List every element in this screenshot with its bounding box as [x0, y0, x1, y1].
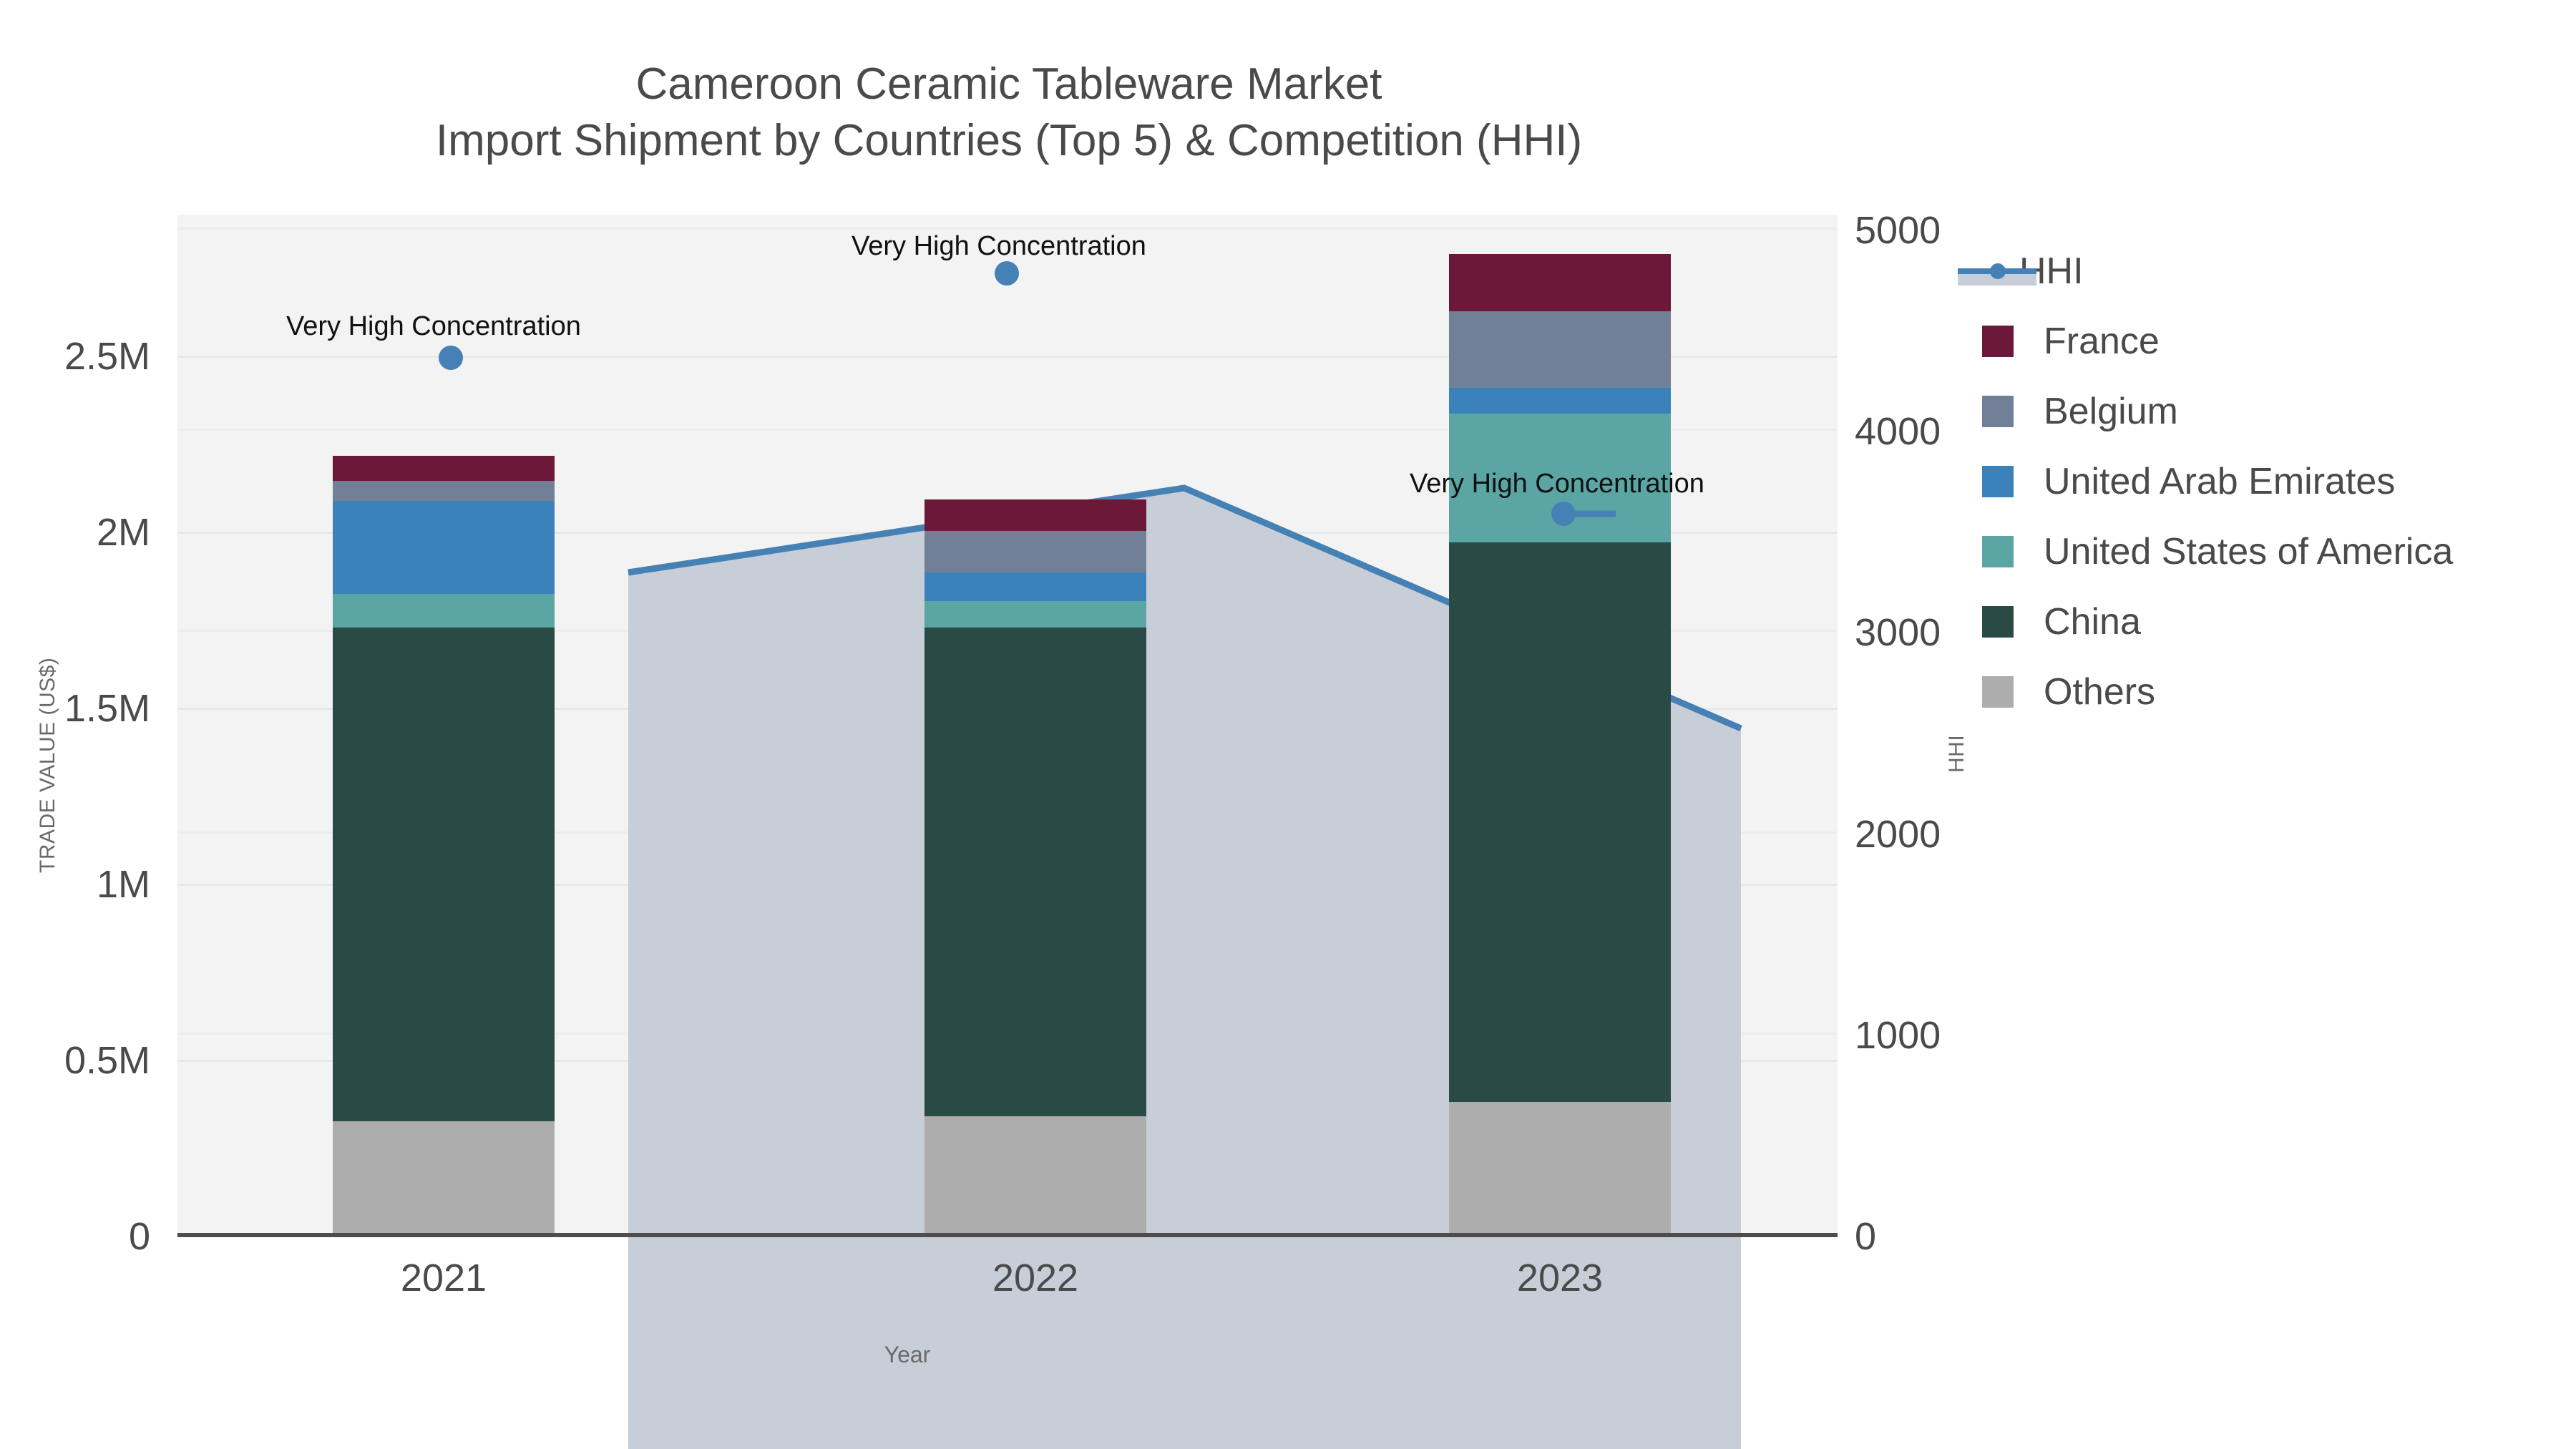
annotation-2023: Very High Concentration: [1410, 469, 1704, 499]
y-axis-left-tick-2M: 2M: [96, 511, 150, 554]
annotation-2021: Very High Concentration: [286, 311, 581, 341]
legend-item-united-arab-emirates[interactable]: United Arab Emirates: [1982, 447, 2569, 517]
y-axis-right-tick-2000: 2000: [1855, 813, 1941, 856]
bar-segment-france[interactable]: [333, 456, 555, 481]
swatch-icon-belgium: [1982, 396, 2014, 427]
y-axis-left-tick-0: 0: [128, 1215, 150, 1258]
y-axis-right-tick-0: 0: [1855, 1215, 1877, 1258]
legend-item-hhi[interactable]: HHI: [1958, 236, 2569, 306]
legend: HHI France Belgium United Arab Emirates …: [1958, 236, 2569, 727]
bar-group-2023[interactable]: [1449, 215, 1671, 1234]
chart-title-line-1: Cameroon Ceramic Tableware Market: [635, 59, 1382, 109]
legend-label-belgium: Belgium: [2044, 391, 2178, 432]
swatch-icon-united-states-of-america: [1982, 536, 2014, 567]
legend-item-others[interactable]: Others: [1982, 657, 2569, 727]
bar-segment-china[interactable]: [1449, 542, 1671, 1102]
bar-segment-uae[interactable]: [333, 501, 555, 594]
bar-group-2021[interactable]: [333, 215, 555, 1234]
bar-segment-usa[interactable]: [333, 594, 555, 628]
legend-item-france[interactable]: France: [1982, 306, 2569, 376]
x-axis-tick-2022: 2022: [992, 1257, 1079, 1299]
x-axis-tick-2021: 2021: [400, 1257, 487, 1299]
x-axis-tick-2023: 2023: [1516, 1257, 1604, 1299]
bar-segment-belgium[interactable]: [333, 481, 555, 501]
legend-label-united-states-of-america: United States of America: [2044, 531, 2454, 572]
bar-segment-others[interactable]: [333, 1121, 555, 1234]
hhi-markers: [439, 261, 1616, 526]
plot-area: [177, 215, 1838, 1449]
y-axis-left-tick-2.5M: 2.5M: [64, 335, 150, 378]
legend-label-china: China: [2044, 601, 2141, 643]
bar-segment-belgium[interactable]: [924, 531, 1146, 572]
gridline-secondary: [177, 228, 1838, 230]
legend-label-france: France: [2044, 321, 2160, 362]
gridline-secondary: [177, 429, 1838, 431]
bar-segment-france[interactable]: [1449, 254, 1671, 311]
y-axis-right-tick-5000: 5000: [1855, 209, 1941, 252]
hhi-point-2023[interactable]: [1551, 502, 1576, 526]
hhi-point-2022[interactable]: [995, 261, 1019, 286]
bar-group-2022[interactable]: [924, 215, 1146, 1234]
bar-segment-uae[interactable]: [924, 572, 1146, 601]
y-axis-left-title: TRADE VALUE (US$): [36, 657, 59, 873]
x-axis-line: [177, 1233, 1838, 1237]
bar-segment-uae[interactable]: [1449, 388, 1671, 414]
legend-item-united-states-of-america[interactable]: United States of America: [1982, 517, 2569, 587]
x-axis-title: Year: [884, 1342, 931, 1367]
legend-label-united-arab-emirates: United Arab Emirates: [2044, 461, 2396, 502]
bar-segment-france[interactable]: [924, 499, 1146, 531]
annotation-2022: Very High Concentration: [852, 231, 1146, 261]
y-axis-left-tick-0.5M: 0.5M: [64, 1039, 150, 1082]
chart-title-line-2: Import Shipment by Countries (Top 5) & C…: [435, 116, 1583, 166]
bar-segment-usa[interactable]: [924, 601, 1146, 628]
swatch-icon-france: [1982, 326, 2014, 357]
y-axis-right-title: HHI: [1945, 734, 1968, 773]
y-axis-right-tick-3000: 3000: [1855, 611, 1941, 654]
swatch-icon-china: [1982, 606, 2014, 638]
y-axis-left-tick-1.5M: 1.5M: [64, 687, 150, 730]
legend-item-belgium[interactable]: Belgium: [1982, 376, 2569, 447]
y-axis-left-tick-1M: 1M: [96, 863, 150, 906]
hhi-line-icon: [1958, 255, 2036, 287]
y-axis-right-tick-1000: 1000: [1855, 1014, 1941, 1057]
bar-segment-china[interactable]: [924, 628, 1146, 1116]
chart-title: Cameroon Ceramic Tableware Market Import…: [0, 56, 2018, 170]
legend-item-china[interactable]: China: [1982, 587, 2569, 657]
swatch-icon-united-arab-emirates: [1982, 466, 2014, 497]
hhi-point-2021[interactable]: [439, 346, 463, 370]
y-axis-right-tick-4000: 4000: [1855, 410, 1941, 453]
bar-segment-others[interactable]: [1449, 1102, 1671, 1234]
bar-segment-others[interactable]: [924, 1116, 1146, 1234]
legend-label-others: Others: [2044, 671, 2156, 713]
gridline: [177, 356, 1838, 358]
bar-segment-china[interactable]: [333, 628, 555, 1121]
bar-segment-belgium[interactable]: [1449, 311, 1671, 388]
swatch-icon-others: [1982, 676, 2014, 708]
